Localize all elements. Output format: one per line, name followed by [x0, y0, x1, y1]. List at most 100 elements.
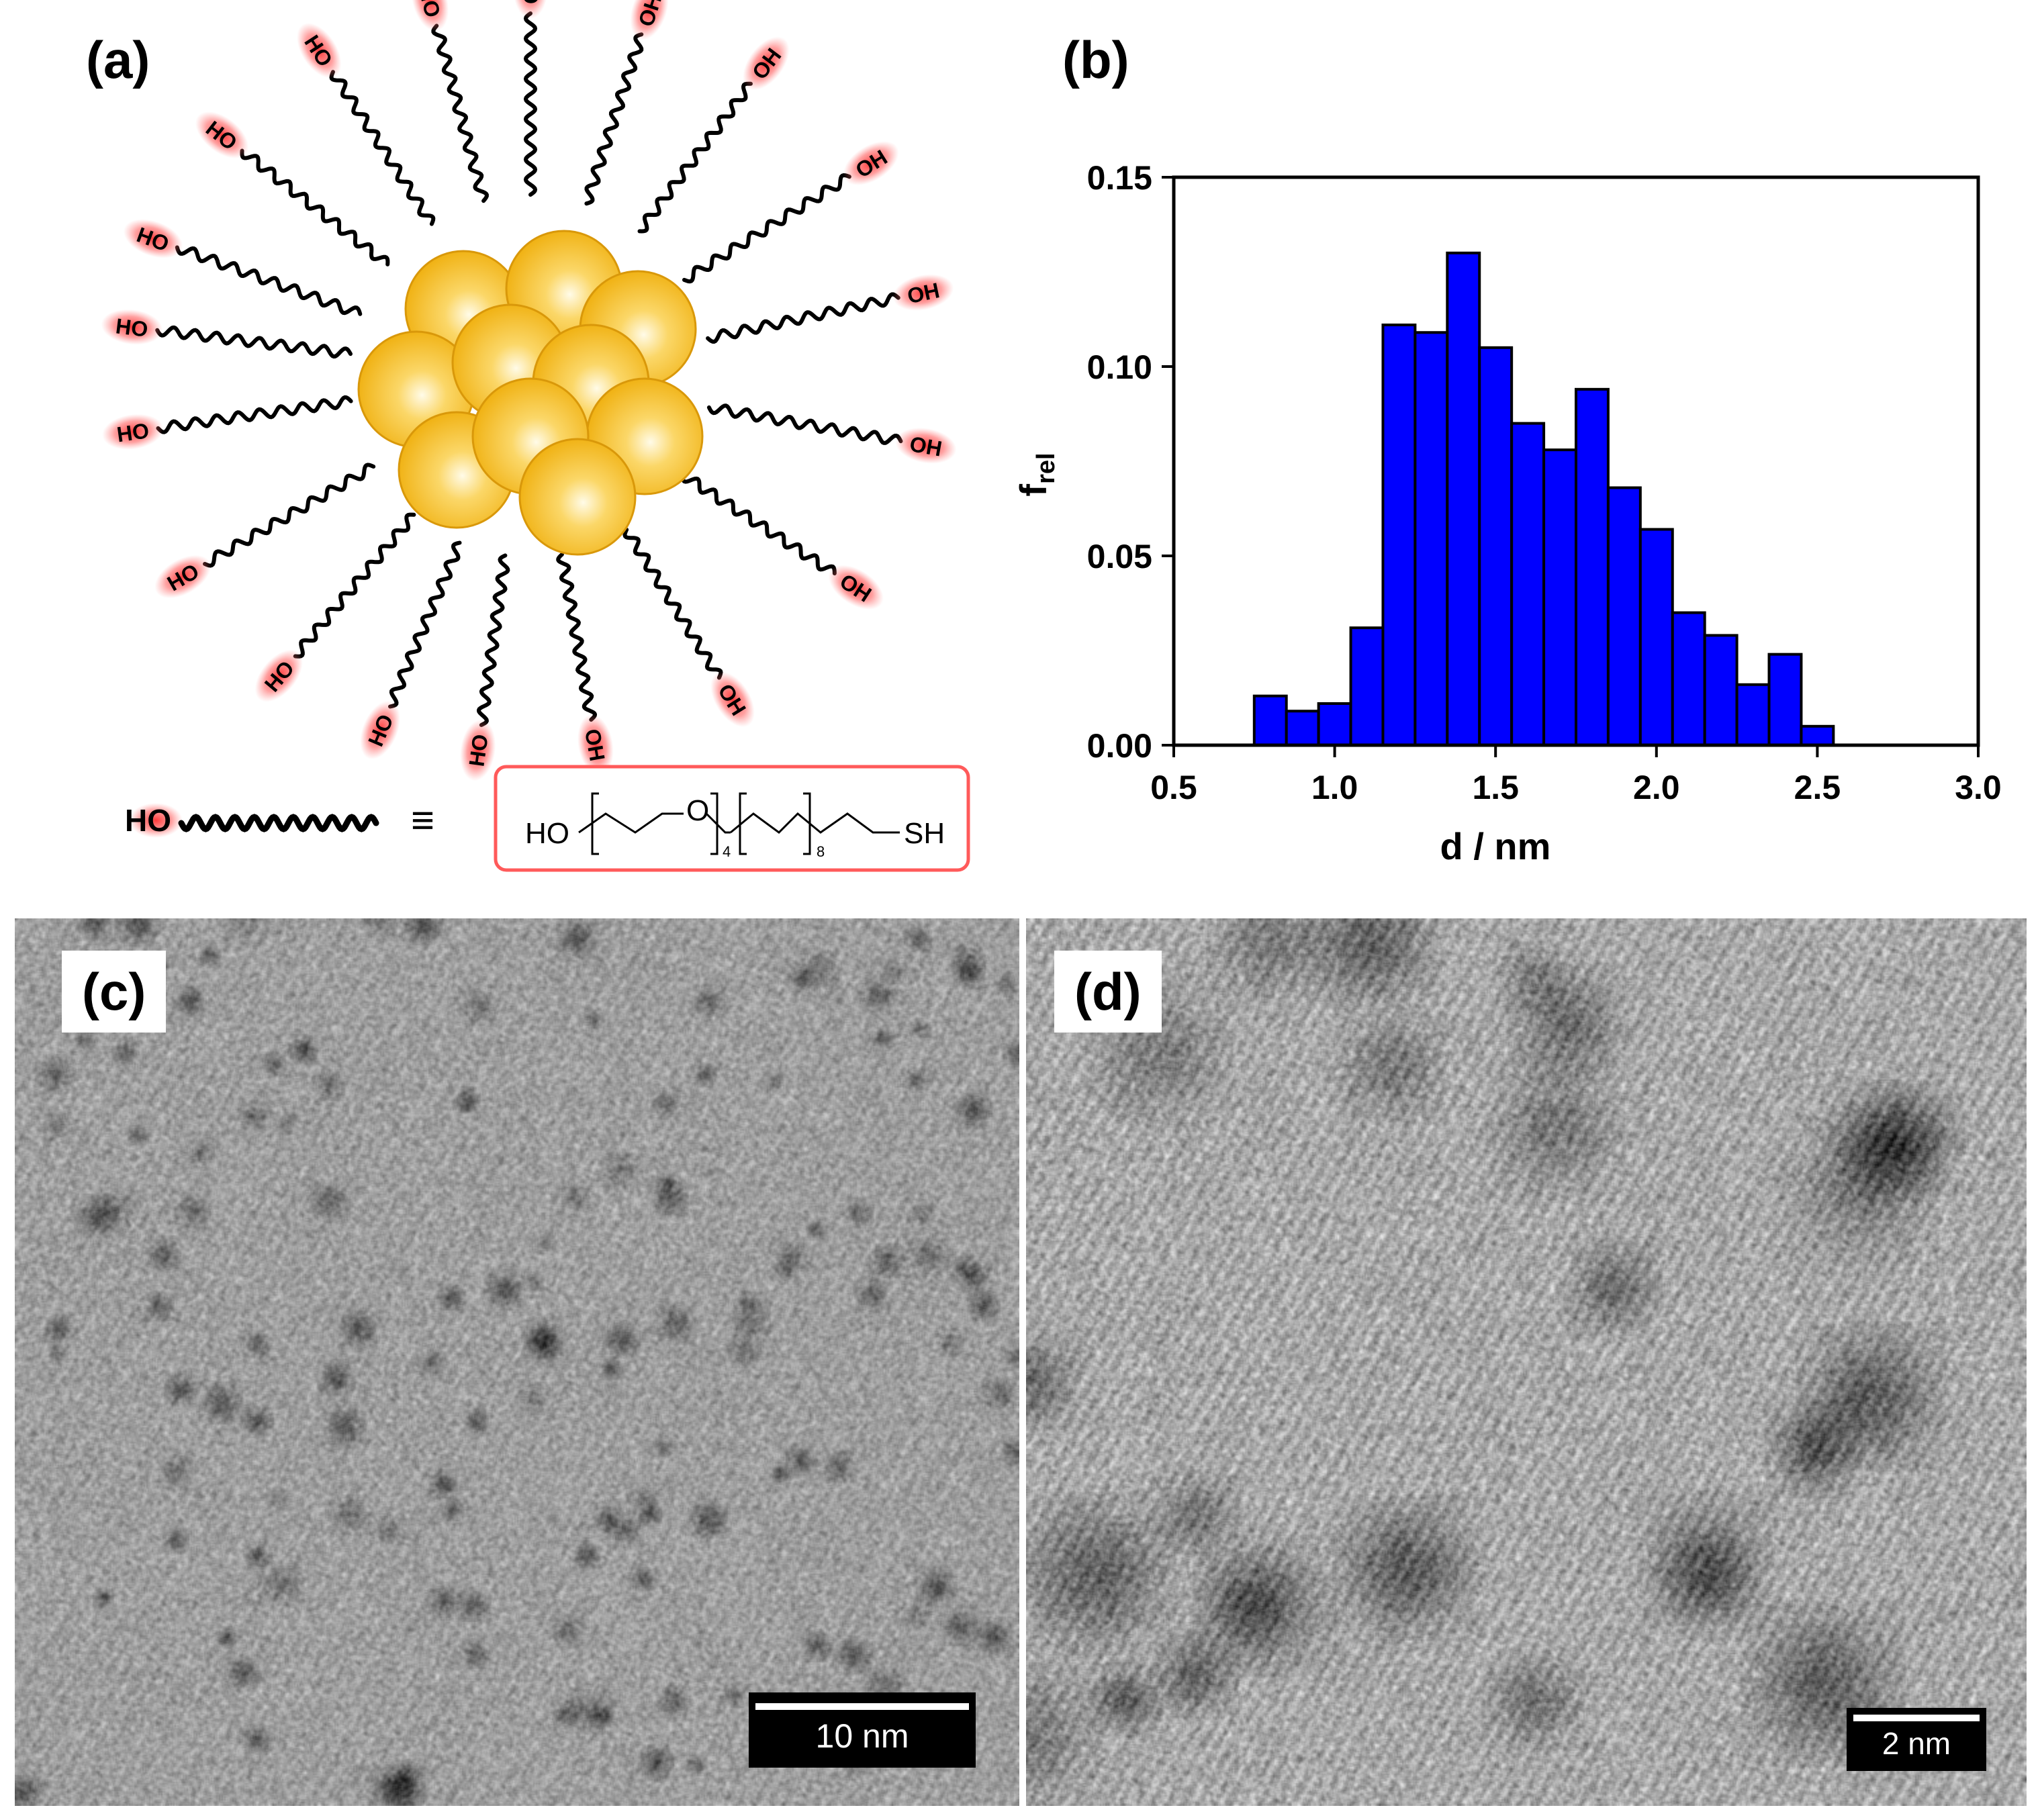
hydroxyl-glow [828, 565, 884, 610]
ligand-chain [293, 512, 416, 659]
hydroxyl-glow [123, 219, 183, 258]
ligand-chain [329, 70, 436, 226]
ligand-chain [175, 245, 363, 316]
panel-a-schematic: OHHOHOHOHOHOHOHOHOHOHOOHOHOHOHOHOHOHOH H… [0, 0, 1007, 900]
formula-repeat-1: 4 [723, 843, 731, 860]
histogram-bar [1478, 346, 1514, 747]
hydroxyl-glow [254, 649, 303, 702]
scalebar-label: 10 nm [815, 1717, 909, 1755]
y-axis-label-main: f [1012, 484, 1054, 497]
scalebar-line [1853, 1715, 1980, 1721]
ligand-chain [706, 403, 903, 445]
tem-micrograph-highres [1026, 918, 2027, 1806]
formula-repeat-2: 8 [817, 843, 825, 860]
histogram-bars [1252, 251, 1835, 747]
x-tick-label: 2.5 [1794, 769, 1841, 806]
formula-tail: SH [904, 817, 945, 850]
x-tick-label: 1.0 [1311, 769, 1358, 806]
hydroxyl-glow [296, 23, 342, 79]
histogram-bar [1575, 387, 1610, 747]
ligand-chain [431, 23, 489, 203]
y-tick-label: 0.00 [1087, 727, 1152, 765]
hydroxyl-glow [460, 719, 496, 781]
formula-head: HO [525, 817, 569, 850]
hydroxyl-glow [195, 111, 249, 159]
y-tick-label: 0.05 [1087, 538, 1152, 575]
panel-b-histogram: 0.5 1.0 1.5 2.0 2.5 3.0 0.00 0.05 0.10 0.15 d / n… [1007, 0, 2040, 900]
gold-cluster [357, 230, 704, 556]
legend-hydroxyl-glow [129, 803, 183, 838]
histogram-bar [1638, 528, 1674, 747]
ligand-chain [523, 11, 538, 197]
ligand-chain [203, 463, 376, 568]
y-axis-label-sub: rel [1032, 452, 1060, 483]
histogram-bar [1767, 653, 1803, 747]
svg-text:frel: frel [1012, 452, 1060, 496]
histogram-bar [1671, 611, 1706, 747]
hydroxyl-glow [360, 700, 401, 759]
gold-atom [518, 438, 637, 556]
ligand-chain [388, 540, 462, 709]
axis-ticks: 0.5 1.0 1.5 2.0 2.5 3.0 0.00 0.05 0.10 0.15 [1087, 159, 2002, 806]
hydroxyl-label: OH [580, 727, 610, 763]
scalebar-line [755, 1703, 969, 1710]
ligand-chains [155, 11, 903, 727]
equivalence-symbol: ≡ [411, 798, 434, 843]
panel-d-tem-image: (d) 2 nm [1026, 918, 2027, 1806]
plot-frame [1172, 175, 1980, 747]
scalebar-2nm: 2 nm [1847, 1708, 1986, 1771]
hydroxyl-glow [154, 555, 212, 599]
x-tick-label: 3.0 [1955, 769, 2002, 806]
ligand-chain [680, 473, 837, 576]
ligand-chain [584, 32, 644, 206]
hydroxyl-glow [892, 274, 954, 311]
histogram-bar [1542, 448, 1578, 747]
histogram-bar [1703, 634, 1738, 747]
histogram-bar [1800, 724, 1835, 747]
y-axis-label: frel [1012, 452, 1060, 496]
hydroxyl-label: HO [115, 418, 151, 446]
hydroxyl-glow [102, 414, 164, 450]
panel-c-label: (c) [62, 951, 167, 1033]
hydroxyl-glow [101, 309, 163, 345]
hydroxyl-label: HO [114, 314, 149, 342]
x-axis-label: d / nm [1440, 825, 1551, 867]
y-tick-label: 0.10 [1087, 348, 1152, 386]
histogram-bar [1446, 251, 1481, 747]
histogram-bar [1510, 422, 1546, 747]
nanoparticle-schematic: OHHOHOHOHOHOHOHOHOHOHOOHOHOHOHOHOHOHOH H… [86, 0, 970, 872]
hydroxyl-glow [577, 714, 614, 776]
x-tick-label: 0.5 [1150, 769, 1197, 806]
ligand-chain [556, 552, 598, 722]
panel-c-tem-image: (c) 10 nm [15, 918, 1019, 1806]
formula-oxygen: O [686, 794, 709, 827]
y-tick-label: 0.15 [1087, 159, 1152, 197]
hydroxyl-glow [630, 0, 669, 40]
panel-d-label: (d) [1054, 951, 1162, 1033]
scalebar-10nm: 10 nm [749, 1692, 976, 1768]
x-tick-label: 1.5 [1472, 769, 1519, 806]
ligand-chain [637, 81, 753, 234]
histogram-bar [1606, 486, 1642, 747]
hydroxyl-glow [411, 0, 449, 32]
histogram-bar [1735, 683, 1771, 747]
histogram-bar [1413, 331, 1449, 747]
formula-box [494, 765, 970, 872]
hydroxyl-glow [843, 141, 899, 185]
ligand-chain [476, 553, 510, 727]
panel-a-label: (a) [86, 30, 150, 89]
histogram-bar [1349, 626, 1385, 747]
ligand-chain [622, 528, 723, 680]
ligand-chain [155, 325, 353, 359]
histogram-bar [1317, 702, 1352, 747]
ligand-chain [240, 148, 390, 267]
hydroxyl-glow [710, 671, 755, 728]
size-distribution-chart: 0.5 1.0 1.5 2.0 2.5 3.0 0.00 0.05 0.10 0.15 d / n… [1012, 30, 2002, 867]
hydroxyl-label: HO [464, 732, 492, 768]
formula-bonds [578, 792, 900, 855]
scalebar-label: 2 nm [1882, 1726, 1951, 1761]
legend-ho-label: HO [125, 803, 171, 838]
ligand-chain [706, 292, 900, 344]
x-tick-label: 2.0 [1633, 769, 1680, 806]
hydroxyl-glow [895, 428, 957, 464]
